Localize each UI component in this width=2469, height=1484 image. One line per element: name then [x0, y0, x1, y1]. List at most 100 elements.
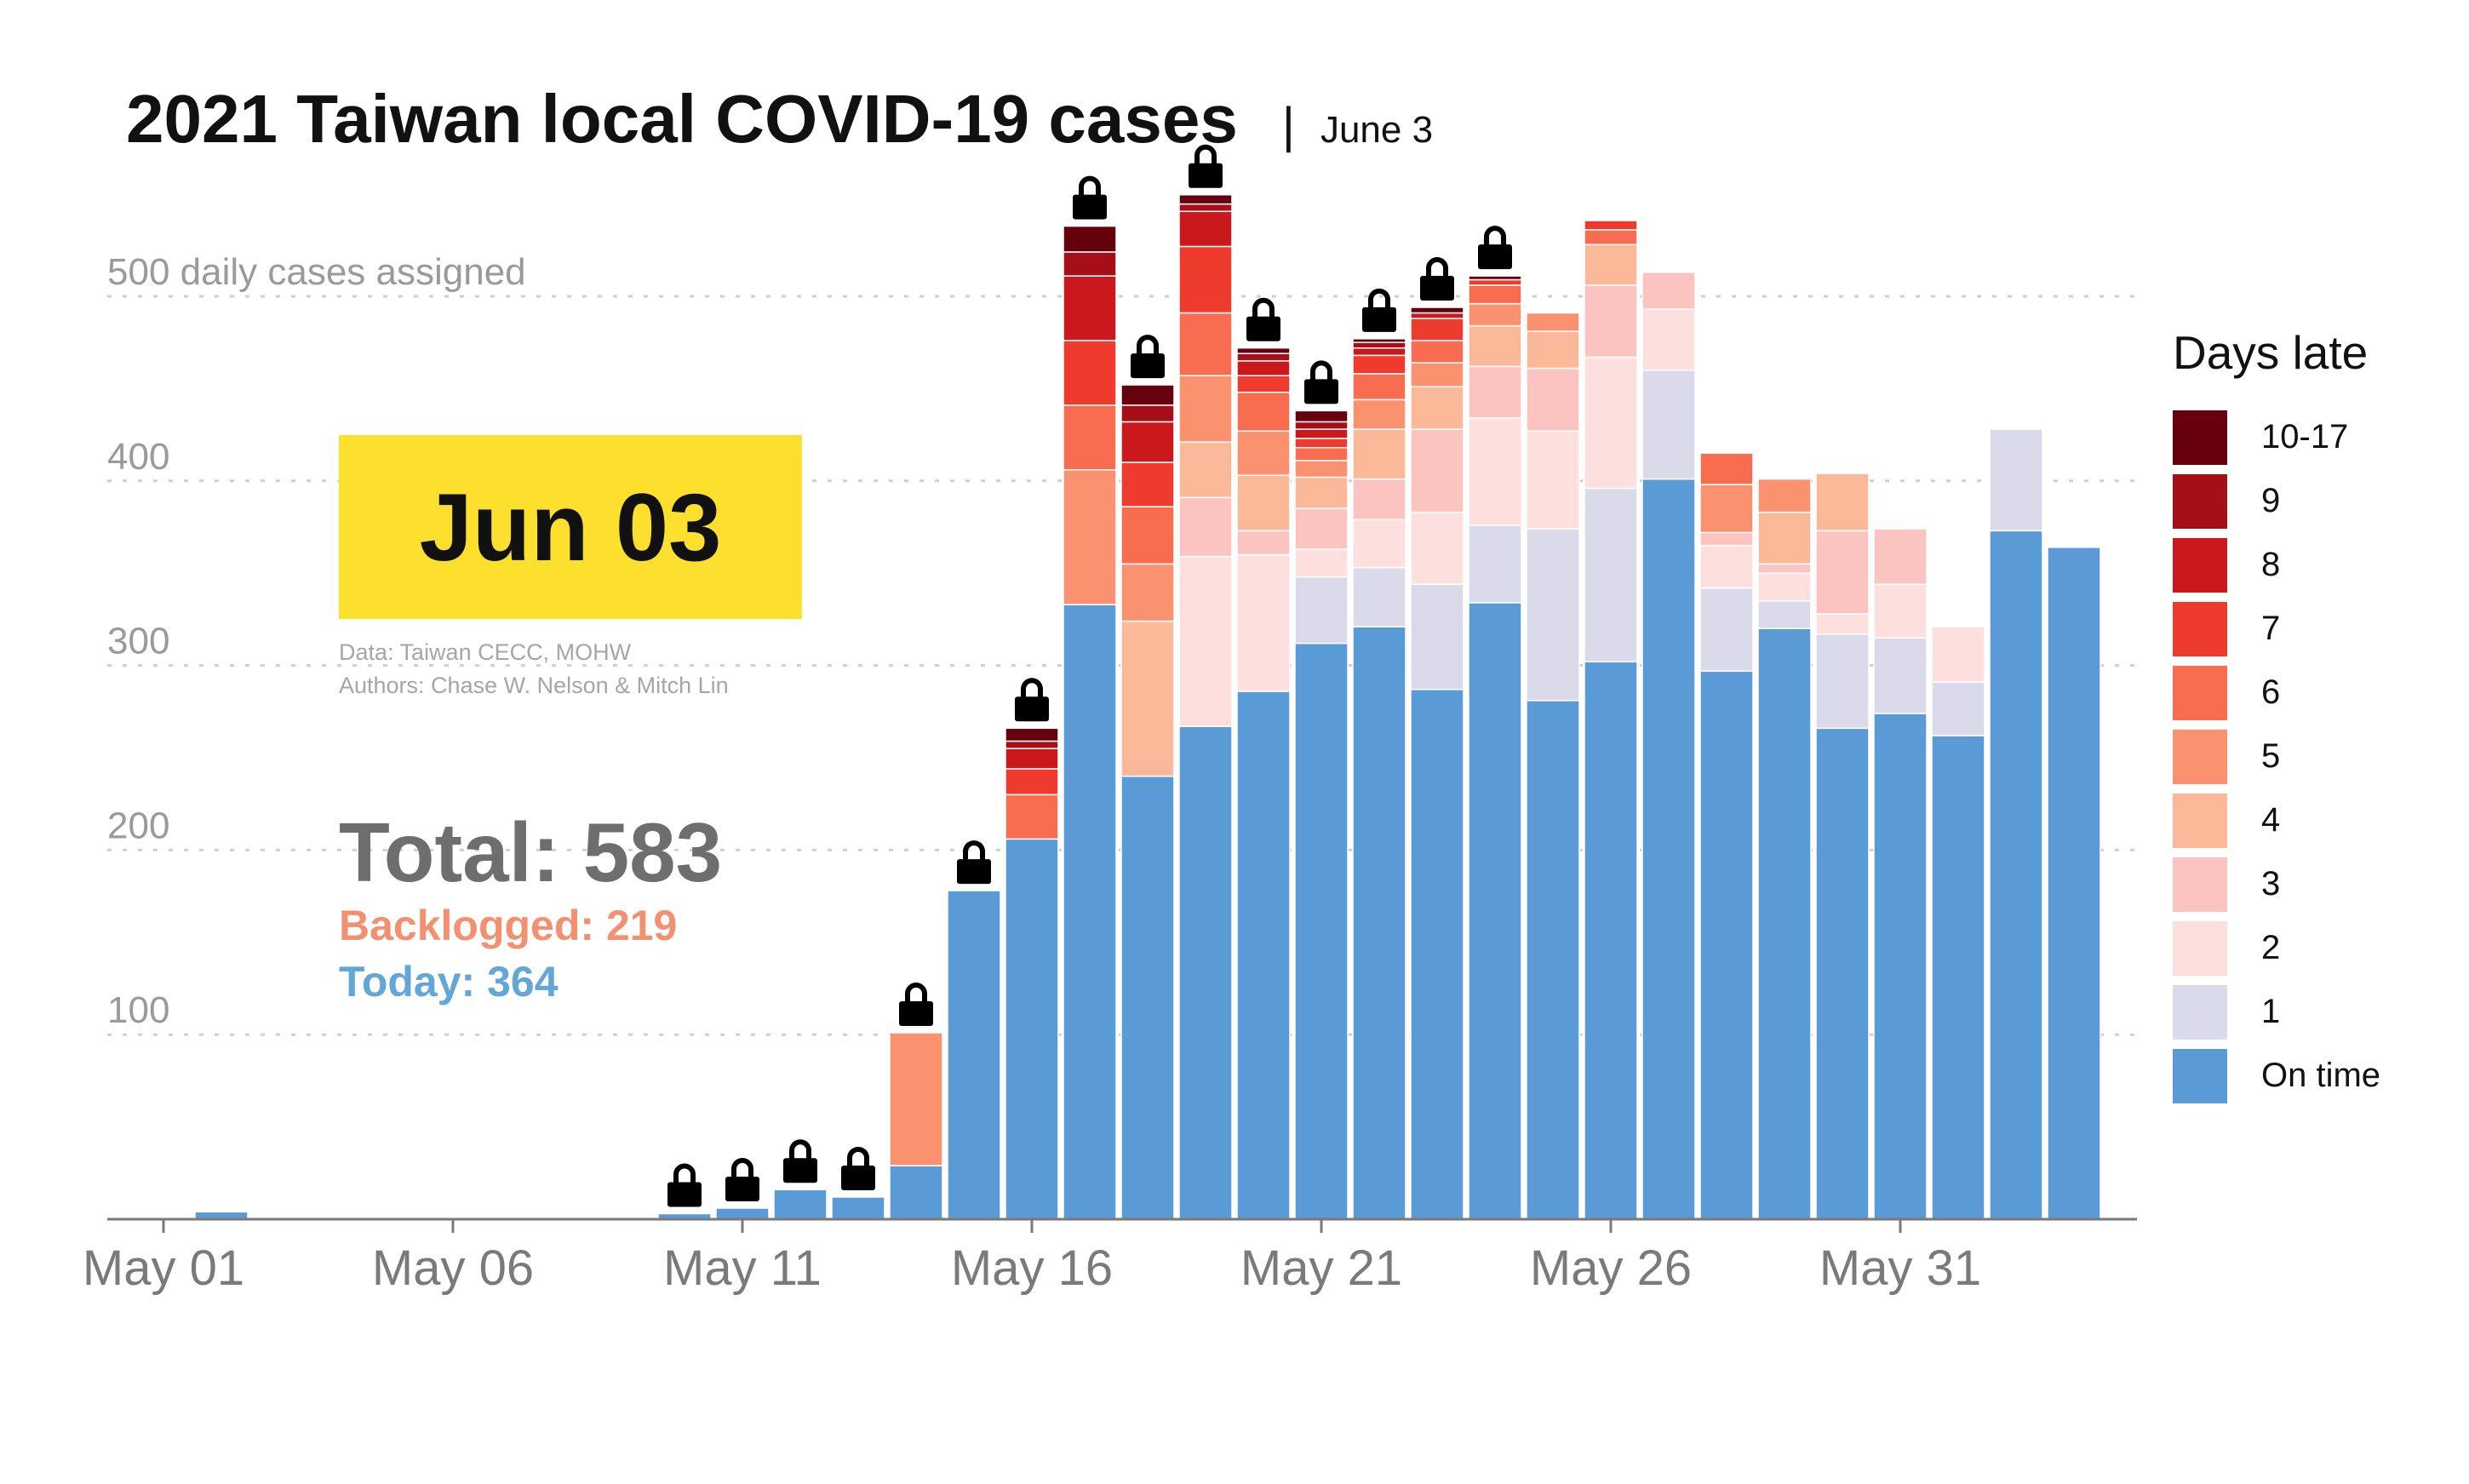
bar-segment — [1584, 356, 1638, 490]
bar-segment — [1989, 530, 2043, 1220]
bar-segment — [1063, 340, 1117, 406]
legend-label: 4 — [2261, 801, 2281, 839]
bar-segment — [1352, 626, 1406, 1220]
lock-icon — [1478, 226, 1512, 270]
bar-segment — [1757, 478, 1812, 513]
bar-segment — [1410, 340, 1464, 364]
bar-segment — [1410, 511, 1464, 585]
legend-item: On time — [2173, 1044, 2380, 1108]
bar-segment — [1178, 496, 1233, 558]
y-tick-label: 300 — [107, 621, 169, 662]
bar-segment — [1815, 473, 1870, 532]
bar-segment — [1120, 384, 1175, 406]
lock-icon — [1420, 257, 1454, 301]
bar-segment — [1584, 487, 1638, 663]
legend-swatch — [2173, 984, 2227, 1040]
bar-segment — [1468, 417, 1522, 526]
bar-segment — [1584, 284, 1638, 358]
bar-segment — [1468, 302, 1522, 327]
bar-segment — [1873, 528, 1928, 585]
backlogged-count: Backlogged: 219 — [339, 902, 678, 949]
lock-icon — [841, 1147, 875, 1190]
totals-summary: Total: 583 Backlogged: 219 Today: 364 — [339, 805, 722, 1010]
legend-label: 6 — [2261, 673, 2281, 711]
bar-segment — [1410, 583, 1464, 690]
bar-segment — [1410, 428, 1464, 513]
x-tick-label: May 31 — [1819, 1240, 1981, 1296]
legend-item: 5 — [2173, 725, 2380, 788]
bar-segment — [1294, 576, 1349, 645]
bars — [194, 194, 2101, 1220]
legend-label: 9 — [2261, 482, 2281, 519]
lock-icon — [725, 1158, 759, 1201]
legend-item: 6 — [2173, 661, 2380, 725]
bar-segment — [1757, 599, 1812, 629]
bar-segment — [1410, 362, 1464, 387]
bar-segment — [1584, 661, 1638, 1220]
bar-segment — [1641, 272, 1696, 310]
bar-segment — [1352, 347, 1406, 357]
bar-segment — [1120, 775, 1175, 1220]
bar-segment — [1584, 244, 1638, 286]
lock-icon — [1073, 175, 1107, 220]
x-tick-label: May 16 — [951, 1240, 1113, 1296]
bar-segment — [1178, 194, 1233, 205]
chart-title: 2021 Taiwan local COVID-19 cases — [126, 81, 1238, 157]
bar-segment — [1294, 642, 1349, 1220]
bar-segment — [1468, 524, 1522, 604]
bar-segment — [1236, 530, 1291, 556]
y-tick-label: 100 — [107, 989, 169, 1031]
legend-swatch — [2173, 1048, 2227, 1103]
bar-segment — [1757, 563, 1812, 574]
bar-segment — [1410, 312, 1464, 319]
bar-segment — [1873, 637, 1928, 714]
bar-segment — [1931, 626, 1985, 683]
bar-segment — [1120, 563, 1175, 622]
bar-segment — [1931, 735, 1985, 1220]
title-row: 2021 Taiwan local COVID-19 cases | June … — [126, 80, 1433, 158]
bar-segment — [1699, 670, 1754, 1220]
x-tick-label: May 11 — [663, 1240, 822, 1296]
bar-segment — [2047, 547, 2101, 1220]
bar-segment — [1005, 794, 1059, 840]
bar-segment — [1641, 478, 1696, 1220]
bar-segment — [1063, 225, 1117, 253]
bar-segment — [1005, 838, 1059, 1220]
bar-segment — [1989, 428, 2043, 532]
legend-label: 10-17 — [2261, 418, 2349, 456]
bar-segment — [1526, 367, 1580, 433]
bar-segment — [1178, 375, 1233, 444]
y-tick-label: 200 — [107, 805, 169, 846]
gridlines: 100 200 300 400 500 daily cases assigned — [107, 251, 2137, 1036]
bar-segment — [773, 1189, 828, 1220]
bar-segment — [1120, 620, 1175, 777]
bar-segment — [1178, 441, 1233, 499]
bar-segment — [1699, 531, 1754, 547]
bar-segment — [1120, 461, 1175, 507]
lock-icon — [1304, 360, 1338, 404]
bar-segment — [1005, 740, 1059, 749]
bar-segment — [1352, 566, 1406, 627]
legend-label: 3 — [2261, 865, 2281, 902]
legend-swatch — [2173, 920, 2227, 976]
bar-segment — [1873, 583, 1928, 639]
bar-segment — [1757, 627, 1812, 1220]
bar-segment — [1294, 460, 1349, 478]
bar-segment — [1468, 284, 1522, 305]
bar-segment — [1063, 604, 1117, 1220]
legend-label: 5 — [2261, 737, 2281, 775]
bar-segment — [1120, 506, 1175, 565]
bar-segment — [1178, 203, 1233, 213]
legend-item: 3 — [2173, 852, 2380, 916]
legend-item: 7 — [2173, 597, 2380, 661]
bar-segment — [1063, 251, 1117, 277]
bar-segment — [1294, 421, 1349, 430]
bar-segment — [1641, 308, 1696, 371]
lock-icon — [1131, 335, 1165, 379]
legend-swatch — [2173, 537, 2227, 593]
bar-segment — [1178, 245, 1233, 314]
bar-segment — [1294, 428, 1349, 439]
bar-segment — [1468, 275, 1522, 281]
bar-segment — [1352, 398, 1406, 430]
